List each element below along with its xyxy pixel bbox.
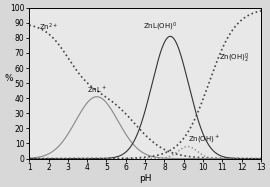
Text: Zn(OH)$_2^0$: Zn(OH)$_2^0$ xyxy=(218,52,249,65)
X-axis label: pH: pH xyxy=(139,174,151,183)
Text: Zn(OH)$^+$: Zn(OH)$^+$ xyxy=(188,134,220,145)
Text: Zn$^{2+}$: Zn$^{2+}$ xyxy=(39,22,58,33)
Text: ZnL(OH)$^0$: ZnL(OH)$^0$ xyxy=(143,21,177,33)
Y-axis label: %: % xyxy=(4,74,13,83)
Text: ZnL$^+$: ZnL$^+$ xyxy=(87,85,107,95)
